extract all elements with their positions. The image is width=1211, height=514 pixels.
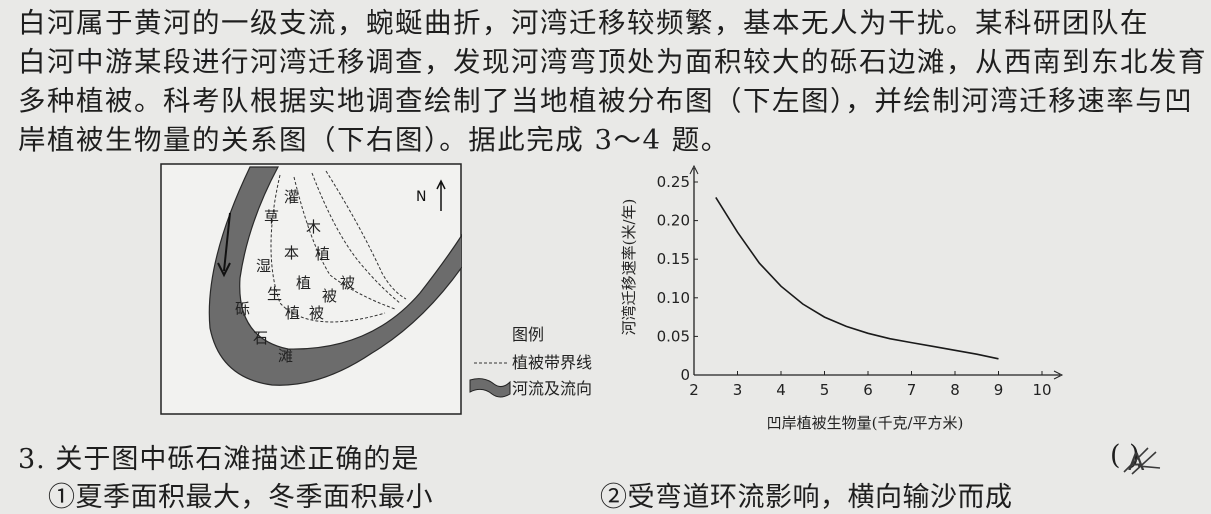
intro-line: 多种植被。科考队根据实地调查绘制了当地植被分布图（下左图），并绘制河湾迁移速率与…: [18, 85, 1194, 117]
answer-mark: A: [1128, 448, 1145, 476]
vegetation-boundary: [270, 174, 386, 323]
gravel-label: 砾: [235, 300, 250, 318]
handwritten-stamp-icon: A: [1123, 447, 1161, 476]
intro-line: 白河属于黄河的一级支流，蜿蜒曲折，河湾迁移较频繁，基本无人为干扰。某科研团队在: [18, 7, 1149, 39]
answer-paren: ( ): [1110, 440, 1140, 471]
gravel-label: 滩: [278, 347, 293, 365]
x-tick-label: 6: [863, 381, 873, 399]
shrub-label: 木: [306, 218, 321, 236]
y-tick-label: 0.10: [657, 289, 690, 307]
river-icon: [208, 166, 462, 386]
vegetation-boundary: [311, 172, 401, 304]
intro-line: 白河中游某段进行河湾迁移调查，发现河湾弯顶处为面积较大的砾石边滩，从西南到东北发…: [18, 46, 1207, 78]
wet-label: 生: [267, 285, 282, 303]
x-tick-label: 7: [907, 381, 917, 399]
river-legend-icon: [469, 378, 511, 398]
shrub-label: 被: [340, 274, 355, 292]
option-2: ②受弯道环流影响，横向输沙而成: [600, 482, 1013, 513]
vegetation-boundary: [325, 170, 407, 300]
y-axis-arrow-icon: [689, 164, 699, 175]
y-tick-label: 0: [680, 366, 690, 384]
series-line: [715, 196, 999, 360]
herb-label: 本: [284, 244, 299, 262]
y-tick-label: 0.20: [657, 212, 690, 230]
y-axis-label: 河湾迁移速率(米/年): [620, 199, 638, 336]
wet-label: 被: [309, 304, 324, 322]
answer-blank: ( ) A: [1110, 440, 1161, 476]
intro-line: 岸植被生物量的关系图（下右图）。据此完成 3～4 题。: [18, 124, 730, 156]
x-tick-label: 8: [950, 381, 960, 399]
flow-arrow-icon: [217, 262, 231, 278]
herb-label: 草: [264, 208, 279, 226]
y-tick-label: 0.25: [657, 173, 690, 191]
x-axis-arrow-icon: [1053, 370, 1064, 380]
x-tick-label: 5: [820, 381, 830, 399]
question-3: 3. 关于图中砾石滩描述正确的是: [18, 444, 420, 475]
vegetation-boundary: [293, 176, 396, 310]
map-legend: 图例 植被带界线 河流及流向: [469, 325, 592, 398]
wet-label: 植: [285, 304, 300, 322]
gravel-label: 石: [253, 329, 268, 347]
x-tick-label: 2: [689, 381, 699, 399]
north-label: N: [416, 189, 426, 205]
wet-label: 湿: [256, 257, 271, 275]
y-tick-label: 0.15: [657, 250, 690, 268]
x-tick-label: 10: [1032, 381, 1051, 399]
intro-paragraph: 白河属于黄河的一级支流，蜿蜒曲折，河湾迁移较频繁，基本无人为干扰。某科研团队在 …: [18, 4, 1207, 160]
legend-river: 河流及流向: [512, 379, 592, 398]
x-tick-label: 3: [733, 381, 743, 399]
legend-title: 图例: [512, 325, 544, 344]
shrub-label: 植: [315, 245, 330, 263]
x-tick-label: 4: [776, 381, 786, 399]
migration-chart: 2 3 4 5 6 7 8 9 10 0 0.05 0.10 0.15 0.20 0.25 河湾迁移速率(米…: [620, 164, 1064, 432]
legend-boundary: 植被带界线: [512, 353, 592, 372]
vegetation-map: N 灌 木 植 被 草 本 植 被 湿 生 植 被 砾 石 滩: [160, 163, 462, 415]
flow-arrow-shaft: [223, 212, 231, 272]
option-1: ①夏季面积最大，冬季面积最小: [48, 482, 433, 513]
shrub-label: 灌: [284, 188, 299, 206]
herb-label: 植: [296, 274, 311, 292]
herb-label: 被: [322, 287, 337, 305]
north-arrow-icon: [436, 179, 446, 211]
x-tick-label: 9: [994, 381, 1004, 399]
x-axis-label: 凹岸植被生物量(千克/平方米): [767, 414, 964, 432]
y-tick-label: 0.05: [657, 327, 690, 345]
